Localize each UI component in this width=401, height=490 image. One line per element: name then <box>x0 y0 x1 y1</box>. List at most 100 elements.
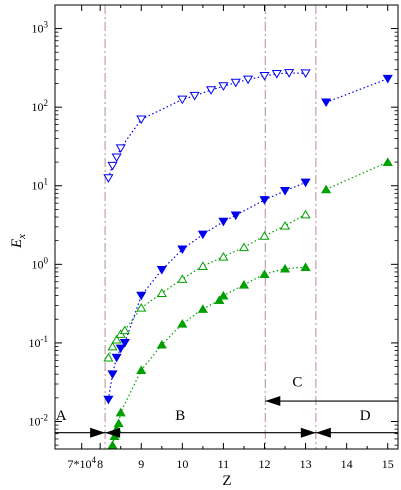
region-A: A <box>55 408 106 438</box>
y-tick-label: 10-2 <box>29 412 49 428</box>
series-blue-open-down <box>103 69 311 183</box>
data-point <box>111 353 122 363</box>
x-tick-label: 8 <box>97 457 103 471</box>
y-tick-label: 10-1 <box>29 334 49 350</box>
series-line <box>325 161 388 190</box>
series-layer <box>103 69 393 449</box>
data-point <box>206 86 217 95</box>
data-point <box>218 82 229 91</box>
region-arrow-head <box>265 396 281 407</box>
region-label: D <box>360 408 371 424</box>
x-tick-label: 11 <box>218 457 230 471</box>
data-point <box>113 418 124 428</box>
data-point <box>321 184 332 194</box>
data-point <box>218 290 229 300</box>
data-point <box>115 344 126 354</box>
series-blue-filled-down <box>103 74 393 405</box>
x-tick-label: 10 <box>176 457 188 471</box>
region-arrow-head <box>105 427 121 438</box>
data-point <box>238 242 250 252</box>
data-point <box>107 161 118 171</box>
x-axis-label: Z <box>222 473 231 489</box>
region-label: A <box>56 408 67 424</box>
data-point <box>382 74 393 84</box>
x-tick-label: 12 <box>258 457 270 471</box>
region-markers: A B C D <box>55 374 398 438</box>
region-label: C <box>292 374 302 390</box>
y-axis-label: Ex <box>9 234 28 249</box>
data-point <box>156 288 167 297</box>
data-point <box>177 245 188 255</box>
data-point <box>119 325 130 335</box>
data-point <box>230 211 241 221</box>
data-point <box>115 144 126 154</box>
data-point <box>156 339 167 349</box>
series-line <box>107 213 306 358</box>
y-tick-label: 103 <box>32 20 49 36</box>
series-line <box>107 72 306 179</box>
data-point <box>136 303 147 312</box>
data-point <box>197 230 208 240</box>
region-label: B <box>175 408 185 424</box>
data-point <box>259 269 270 279</box>
data-point <box>259 72 270 81</box>
data-point <box>279 263 291 273</box>
x-tick-label: 14 <box>341 457 353 471</box>
data-point <box>382 157 393 166</box>
data-point <box>259 231 270 240</box>
x-tick-label: 9 <box>138 457 144 471</box>
data-point <box>300 178 311 188</box>
data-point <box>300 209 311 219</box>
data-point <box>321 98 332 108</box>
data-point <box>119 339 130 348</box>
x-tick-label: 15 <box>382 457 394 471</box>
data-point <box>197 261 208 270</box>
axis-ticks: 7*104 8 9 10 11 12 13 14 15 10-2 10-1 100 101 102 103 <box>29 5 398 471</box>
series-line <box>325 78 388 103</box>
region-B: B <box>105 408 316 438</box>
data-point <box>300 69 311 79</box>
x-tick-label: 7*104 <box>67 455 96 471</box>
region-D: D <box>315 408 398 438</box>
data-point <box>279 187 291 196</box>
data-point <box>177 274 188 283</box>
data-point <box>136 291 147 301</box>
plot-frame <box>54 4 399 450</box>
region-C: C <box>265 374 398 407</box>
data-point <box>300 262 311 272</box>
x-tick-label: 13 <box>300 457 312 471</box>
data-point <box>136 365 147 375</box>
data-point <box>107 370 118 379</box>
data-point <box>103 174 114 183</box>
data-point <box>242 75 254 85</box>
y-tick-label: 100 <box>32 255 49 271</box>
data-point <box>111 334 122 344</box>
y-tick-label: 102 <box>32 98 49 114</box>
data-point <box>218 251 229 261</box>
data-point <box>156 266 167 275</box>
data-point <box>259 196 270 205</box>
data-point <box>103 352 114 362</box>
data-point <box>107 440 118 449</box>
region-arrow-head <box>300 427 316 438</box>
data-point <box>189 91 200 101</box>
data-point <box>284 69 295 78</box>
data-point <box>279 220 291 230</box>
data-point <box>111 153 122 163</box>
data-point <box>177 319 188 328</box>
data-point <box>197 304 208 313</box>
data-point <box>214 295 225 305</box>
data-point <box>218 217 229 227</box>
data-point <box>103 395 114 405</box>
data-point <box>230 78 241 88</box>
series-green-open-up <box>103 209 311 362</box>
series-line <box>107 181 306 400</box>
data-point <box>107 341 118 351</box>
data-point <box>177 95 188 105</box>
data-point <box>238 279 250 289</box>
y-tick-label: 101 <box>32 177 49 193</box>
data-point <box>271 70 282 79</box>
region-arrow-head <box>315 427 331 438</box>
data-point <box>136 115 147 125</box>
series-green-filled-up <box>107 157 393 449</box>
